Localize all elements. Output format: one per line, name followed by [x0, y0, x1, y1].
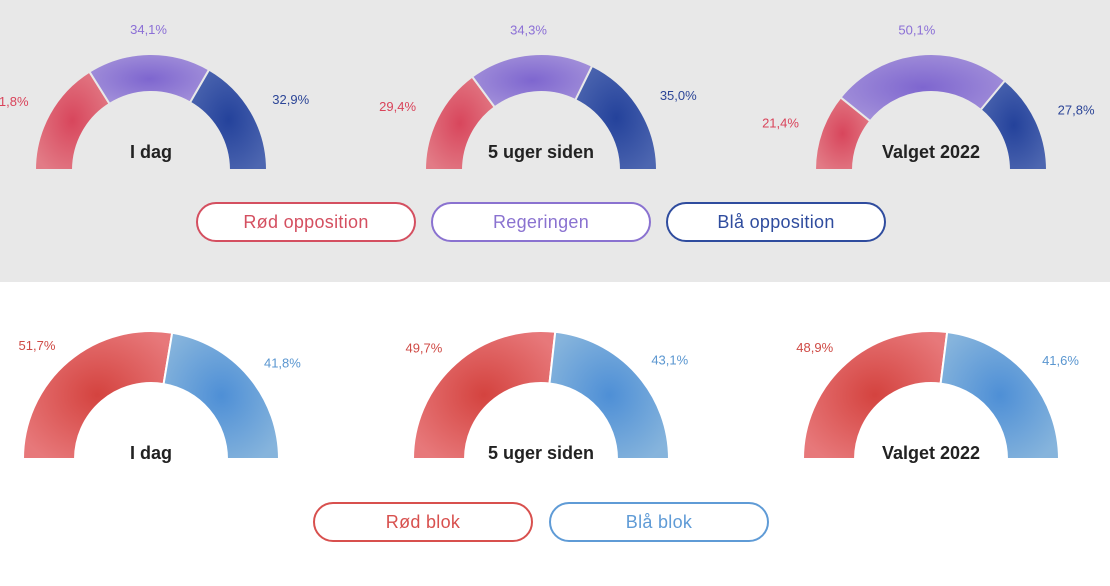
bottom-gauge-1-segment-2[interactable]: [162, 331, 281, 460]
top-gauge-1-value-label-1: 31,8%: [0, 94, 29, 109]
bottom-gauge-row: 51,7% 41,8% I dag 49,7% 43,1% 5 uger siden 48,…: [19, 330, 1079, 463]
bottom-gauge-1-segment-1[interactable]: [21, 330, 174, 460]
bottom-gauge-2-segment-1[interactable]: [411, 330, 557, 460]
legend-red-opposition-button[interactable]: Rød opposition: [196, 202, 416, 242]
bottom-gauge-3-segment-2[interactable]: [939, 330, 1061, 460]
top-gauge-3-segment-3[interactable]: [979, 79, 1049, 171]
top-gauge-1-value-label-3: 32,9%: [272, 92, 309, 107]
bottom-gauge-1-title: I dag: [130, 443, 172, 463]
top-gauge-1-segment-3[interactable]: [188, 68, 269, 171]
top-gauge-3-value-label-1: 21,4%: [762, 116, 799, 131]
bottom-chart-panel: 51,7% 41,8% I dag 49,7% 43,1% 5 uger siden 48,…: [0, 282, 1110, 586]
top-gauge-3-value-label-3: 27,8%: [1058, 102, 1095, 117]
bottom-gauge-3: 48,9% 41,6% Valget 2022: [796, 330, 1079, 463]
bottom-gauge-2: 49,7% 43,1% 5 uger siden: [405, 330, 689, 463]
bottom-gauge-1-value-label-2: 41,8%: [264, 355, 301, 370]
top-chart-panel: 31,8% 34,1% 32,9% I dag 29,4% 34,3% 35,0% 5 uge…: [0, 0, 1110, 282]
bottom-gauge-2-value-label-2: 43,1%: [651, 352, 688, 367]
top-gauge-row: 31,8% 34,1% 32,9% I dag 29,4% 34,3% 35,0% 5 uge…: [0, 22, 1095, 171]
top-gauge-2-segment-2[interactable]: [470, 53, 594, 109]
bottom-gauge-2-title: 5 uger siden: [488, 443, 594, 463]
top-gauge-3-title: Valget 2022: [882, 142, 980, 162]
top-gauge-1-title: I dag: [130, 142, 172, 162]
top-gauge-1-value-label-2: 34,1%: [130, 22, 167, 37]
top-gauge-2-value-label-3: 35,0%: [660, 88, 697, 103]
legend-blue-bloc-button[interactable]: Blå blok: [549, 502, 769, 542]
top-gauge-3: 21,4% 50,1% 27,8% Valget 2022: [762, 23, 1095, 171]
top-gauge-3-value-label-2: 50,1%: [898, 23, 935, 38]
bottom-gauge-1: 51,7% 41,8% I dag: [19, 330, 301, 463]
top-gauge-1: 31,8% 34,1% 32,9% I dag: [0, 22, 310, 171]
top-gauge-2-value-label-1: 29,4%: [379, 99, 416, 114]
top-gauge-2-title: 5 uger siden: [488, 142, 594, 162]
legend-blue-opposition-button[interactable]: Blå opposition: [666, 202, 886, 242]
top-gauge-1-segment-2[interactable]: [88, 53, 211, 106]
top-gauge-3-segment-2[interactable]: [839, 53, 1007, 123]
bottom-gauge-3-title: Valget 2022: [882, 443, 980, 463]
legend-red-bloc-button[interactable]: Rød blok: [313, 502, 533, 542]
top-gauge-2-value-label-2: 34,3%: [510, 23, 547, 38]
bottom-gauge-3-segment-1[interactable]: [801, 330, 949, 460]
legend-government-button[interactable]: Regeringen: [431, 202, 651, 242]
bottom-gauge-3-value-label-2: 41,6%: [1042, 353, 1079, 368]
bottom-gauge-3-value-label-1: 48,9%: [796, 340, 833, 355]
bottom-gauge-2-segment-2[interactable]: [548, 330, 671, 460]
bottom-gauge-2-value-label-1: 49,7%: [405, 341, 442, 356]
top-gauge-2: 29,4% 34,3% 35,0% 5 uger siden: [379, 23, 697, 171]
top-gauge-2-segment-3[interactable]: [574, 64, 659, 171]
bottom-gauge-1-value-label-1: 51,7%: [19, 338, 56, 353]
